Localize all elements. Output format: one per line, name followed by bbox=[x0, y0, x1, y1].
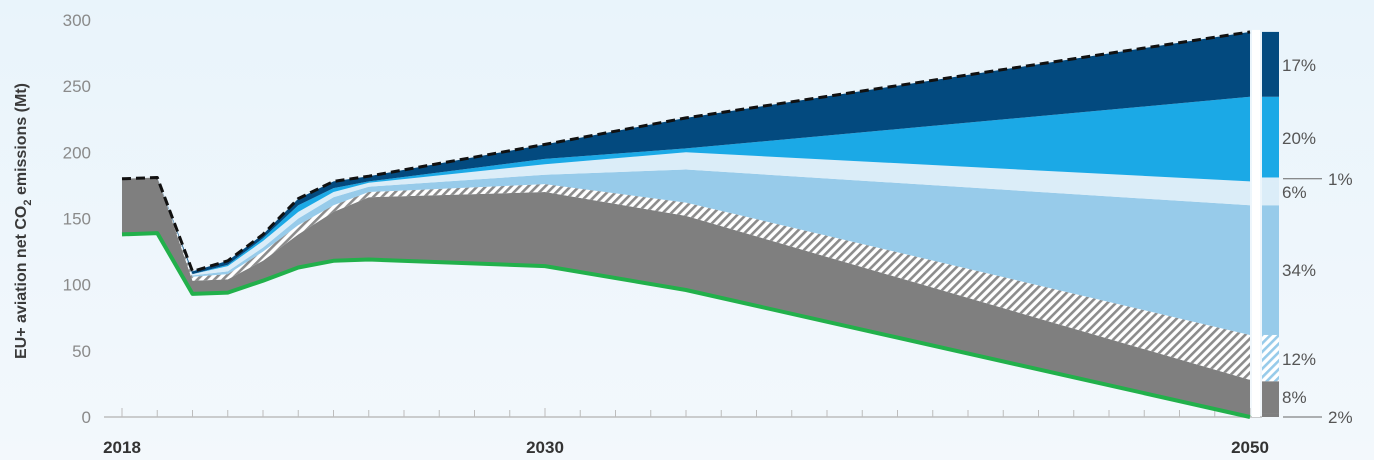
area-series bbox=[122, 152, 1250, 276]
area-series bbox=[122, 177, 1250, 417]
share-label: 12% bbox=[1282, 350, 1316, 369]
bar-2050-segment bbox=[1262, 177, 1279, 182]
y-tick-label: 100 bbox=[63, 276, 91, 295]
share-label: 8% bbox=[1282, 388, 1307, 407]
y-axis-label-group: EU+ aviation net CO2 emissions (Mt) bbox=[13, 83, 34, 359]
y-tick-label: 0 bbox=[82, 408, 91, 427]
area-series bbox=[122, 31, 1250, 275]
y-tick-label: 150 bbox=[63, 210, 91, 229]
bar-2050-segment bbox=[1262, 413, 1279, 417]
bar-2050-segment bbox=[1262, 205, 1279, 335]
y-tick-label: 50 bbox=[72, 342, 91, 361]
y-tick-label: 200 bbox=[63, 143, 91, 162]
share-label: 1% bbox=[1328, 170, 1353, 189]
share-label: 2% bbox=[1328, 408, 1353, 427]
share-label: 20% bbox=[1282, 129, 1316, 148]
baseline-dashed-line bbox=[121, 30, 1251, 273]
y-tick-label: 300 bbox=[63, 11, 91, 30]
bar-separator bbox=[1252, 29, 1260, 417]
area-series bbox=[122, 96, 1250, 275]
bar-2050-segment bbox=[1262, 381, 1279, 414]
y-axis-label-subscript: 2 bbox=[22, 199, 34, 205]
bar-2050-segment bbox=[1262, 334, 1279, 382]
y-axis-label: EU+ aviation net CO2 emissions (Mt) bbox=[13, 83, 34, 359]
share-label: 34% bbox=[1282, 261, 1316, 280]
y-tick-label: 250 bbox=[63, 77, 91, 96]
bar-2050-segment bbox=[1262, 181, 1279, 206]
x-tick-label: 2018 bbox=[103, 438, 141, 457]
x-tick-label: 2050 bbox=[1231, 438, 1269, 457]
share-label: 17% bbox=[1282, 56, 1316, 75]
net-emissions-line bbox=[121, 231, 1251, 419]
bar-2050-segment bbox=[1262, 31, 1279, 97]
bar-2050-segment bbox=[1262, 96, 1279, 178]
x-tick-label: 2030 bbox=[526, 438, 564, 457]
area-series bbox=[122, 169, 1250, 335]
share-label: 6% bbox=[1282, 183, 1307, 202]
